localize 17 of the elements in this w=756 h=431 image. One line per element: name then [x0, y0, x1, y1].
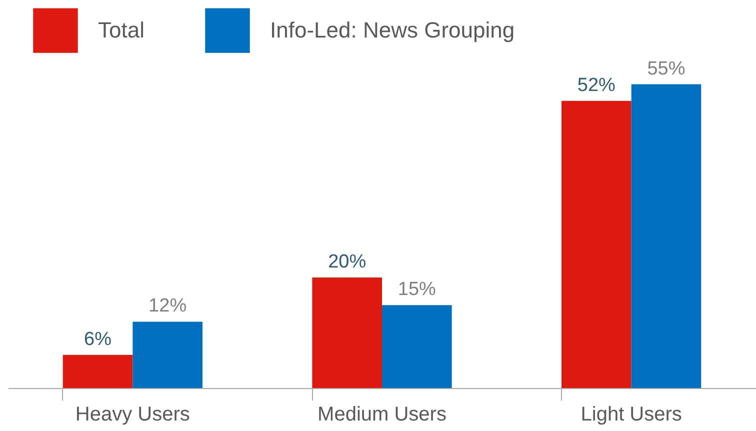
- x-tick-label: Light Users: [580, 404, 682, 426]
- bar: [62, 354, 133, 388]
- data-label: 6%: [84, 328, 112, 350]
- data-label: 20%: [328, 252, 366, 273]
- x-tick-label: Heavy Users: [75, 404, 190, 426]
- bar: [382, 305, 452, 388]
- bar: [132, 322, 202, 388]
- data-label: 15%: [398, 279, 436, 300]
- bar: [562, 100, 632, 388]
- data-label: 12%: [148, 296, 187, 317]
- bar: [631, 84, 702, 388]
- data-label: 55%: [647, 58, 686, 80]
- legend-label: Info-Led: News Grouping: [270, 18, 515, 43]
- legend-label: Total: [98, 18, 144, 43]
- x-tick-label: Medium Users: [318, 404, 446, 426]
- bar: [312, 278, 382, 388]
- data-label: 52%: [577, 74, 616, 96]
